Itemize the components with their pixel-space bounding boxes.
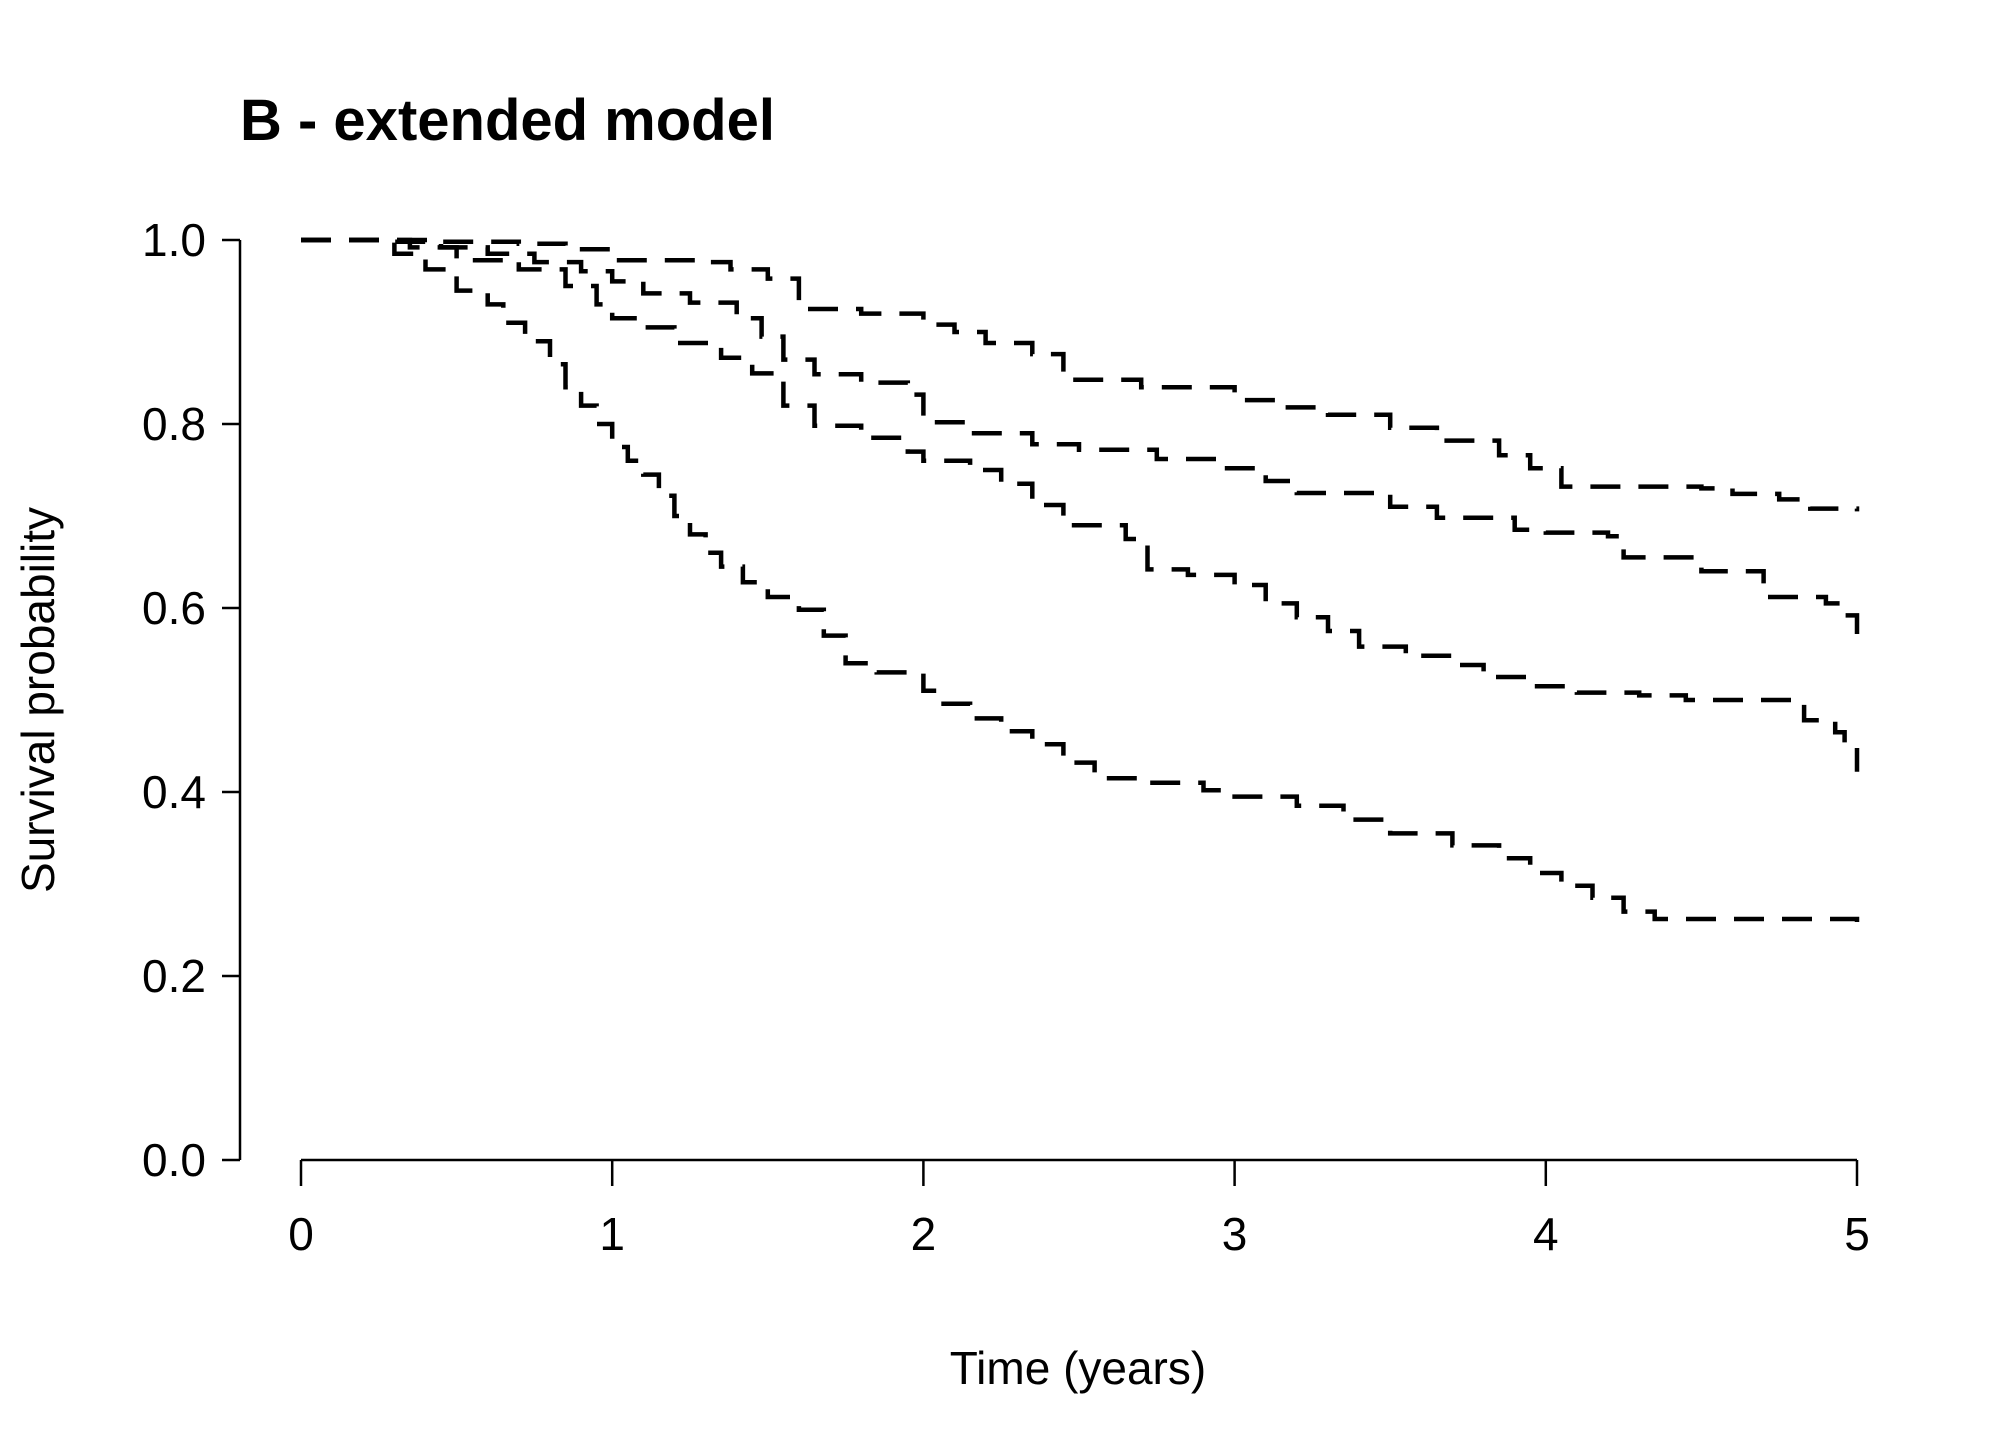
chart-title: B - extended model <box>240 88 775 153</box>
x-tick-label: 0 <box>288 1208 314 1260</box>
y-axis-label: Survival probability <box>12 507 64 893</box>
y-axis: 0.0 0.2 0.4 0.6 0.8 1.0 <box>142 214 242 1186</box>
x-axis-label: Time (years) <box>950 1342 1206 1394</box>
series-line-1 <box>301 237 1860 512</box>
y-tick-label: 0.6 <box>142 582 206 634</box>
x-tick-label: 3 <box>1222 1208 1248 1260</box>
y-tick-label: 0.0 <box>142 1134 206 1186</box>
x-tick-label: 4 <box>1533 1208 1559 1260</box>
series-line-4 <box>301 237 1860 923</box>
y-tick-label: 0.4 <box>142 766 206 818</box>
x-tick-label: 5 <box>1844 1208 1870 1260</box>
y-tick-label: 0.8 <box>142 398 206 450</box>
x-tick-label: 1 <box>599 1208 625 1260</box>
series-line-3 <box>301 237 1860 772</box>
x-axis: 0 1 2 3 4 5 <box>288 1158 1870 1260</box>
y-tick-label: 0.2 <box>142 950 206 1002</box>
series-line-2 <box>301 237 1860 641</box>
y-tick-label: 1.0 <box>142 214 206 266</box>
x-tick-label: 2 <box>911 1208 937 1260</box>
series-group <box>301 237 1860 923</box>
